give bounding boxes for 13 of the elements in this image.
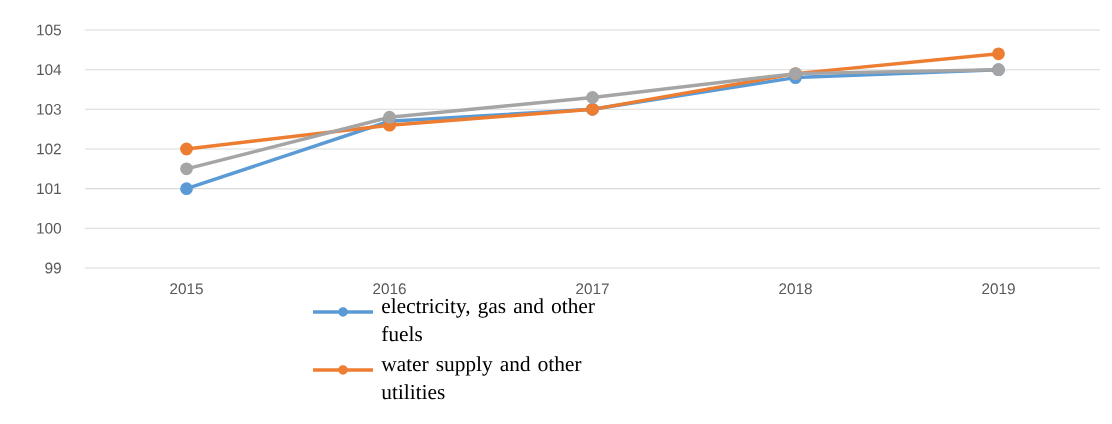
y-tick-label: 101 [37,183,61,195]
legend-label: water supply and other utilities [381,356,582,400]
x-tick-label: 2018 [779,283,812,295]
x-tick-label: 2016 [373,283,406,295]
x-tick-label: 2019 [982,283,1015,295]
y-tick-label: 102 [37,143,61,155]
y-tick-label: 103 [37,103,61,115]
y-tick-label: 105 [37,24,61,36]
x-tick-label: 2015 [170,283,203,295]
y-tick-label: 99 [45,262,61,274]
x-tick-label: 2017 [576,283,609,295]
y-tick-label: 104 [37,64,62,76]
y-tick-label: 100 [37,222,62,234]
